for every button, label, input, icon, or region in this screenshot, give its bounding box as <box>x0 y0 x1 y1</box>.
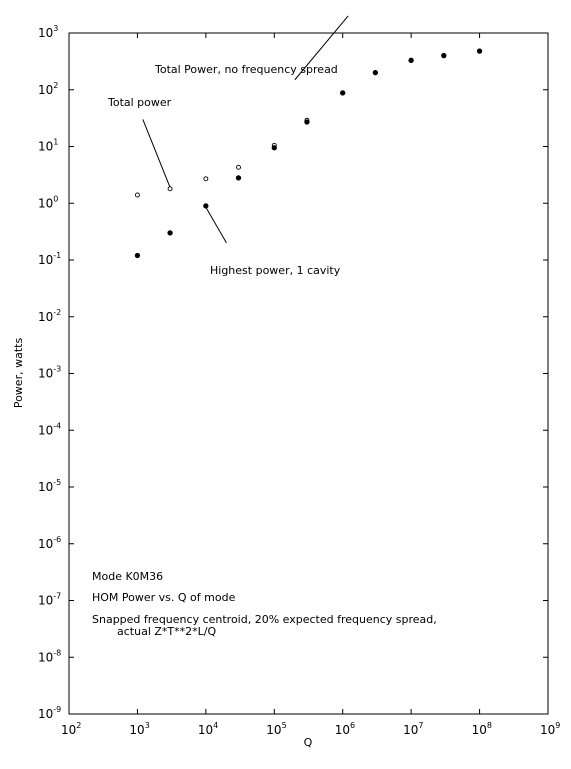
x-tick-label: 102 <box>61 721 81 737</box>
annotation-pointer-line <box>142 119 171 188</box>
note-formula: actual Z*T**2*L/Q <box>117 625 216 638</box>
x-tick-label: 104 <box>198 721 218 737</box>
x-tick-label: 107 <box>403 721 423 737</box>
y-tick-label: 10-9 <box>38 705 61 721</box>
x-tick-labels: 102 103 104 105 106 107 108 109 <box>61 721 560 737</box>
annotation-pointer-line <box>294 15 349 81</box>
y-tick-label: 10-8 <box>38 648 61 664</box>
highest-power-point <box>304 119 310 125</box>
y-tick-label: 102 <box>38 81 58 97</box>
highest-power-point <box>235 175 242 181</box>
y-tick-label: 101 <box>38 138 58 154</box>
annotation-total-power: Total power <box>107 96 172 109</box>
y-tick-label: 10-6 <box>38 535 61 551</box>
highest-power-point <box>441 52 447 59</box>
note-mode: Mode K0M36 <box>92 570 163 583</box>
annotation-highest-power: Highest power, 1 cavity <box>210 264 341 277</box>
highest-power-point <box>340 90 346 96</box>
plot-frame <box>68 32 549 715</box>
data-points <box>134 48 483 259</box>
note-description: Snapped frequency centroid, 20% expected… <box>92 613 437 626</box>
tick-marks <box>68 32 549 715</box>
y-tick-label: 103 <box>38 24 58 40</box>
y-tick-label: 100 <box>38 194 58 210</box>
x-axis-title: Q <box>304 736 313 749</box>
x-tick-label: 106 <box>335 721 355 737</box>
y-tick-label: 10-1 <box>38 251 61 267</box>
highest-power-point <box>134 252 141 259</box>
y-axis-title: Power, watts <box>12 338 25 409</box>
highest-power-point <box>167 230 173 236</box>
y-tick-label: 10-2 <box>38 308 61 324</box>
y-tick-label: 10-5 <box>38 478 61 494</box>
x-tick-label: 105 <box>266 721 286 737</box>
y-tick-label: 10-4 <box>38 421 61 437</box>
highest-power-point <box>372 70 379 76</box>
y-tick-label: 10-3 <box>38 365 61 381</box>
total-power-point <box>203 176 209 182</box>
note-title: HOM Power vs. Q of mode <box>92 591 236 604</box>
x-tick-label: 108 <box>472 721 492 737</box>
total-power-point <box>236 164 241 170</box>
total-power-point <box>167 186 173 192</box>
highest-power-point <box>476 48 483 54</box>
annotation-pointer-line <box>205 207 227 244</box>
annotation-total-power-no-spread: Total Power, no frequency spread <box>154 63 338 76</box>
highest-power-point <box>203 203 209 209</box>
highest-power-point <box>408 57 414 63</box>
x-tick-label: 103 <box>129 721 149 737</box>
y-tick-label: 10-7 <box>38 592 61 608</box>
total-power-point <box>134 192 140 198</box>
x-tick-label: 109 <box>540 721 560 737</box>
annotation-pointers <box>142 15 349 244</box>
y-tick-labels: 103 102 101 100 10-1 10-2 10-3 10-4 10-5 10-6 10-7… <box>38 24 61 721</box>
highest-power-point <box>271 145 277 151</box>
